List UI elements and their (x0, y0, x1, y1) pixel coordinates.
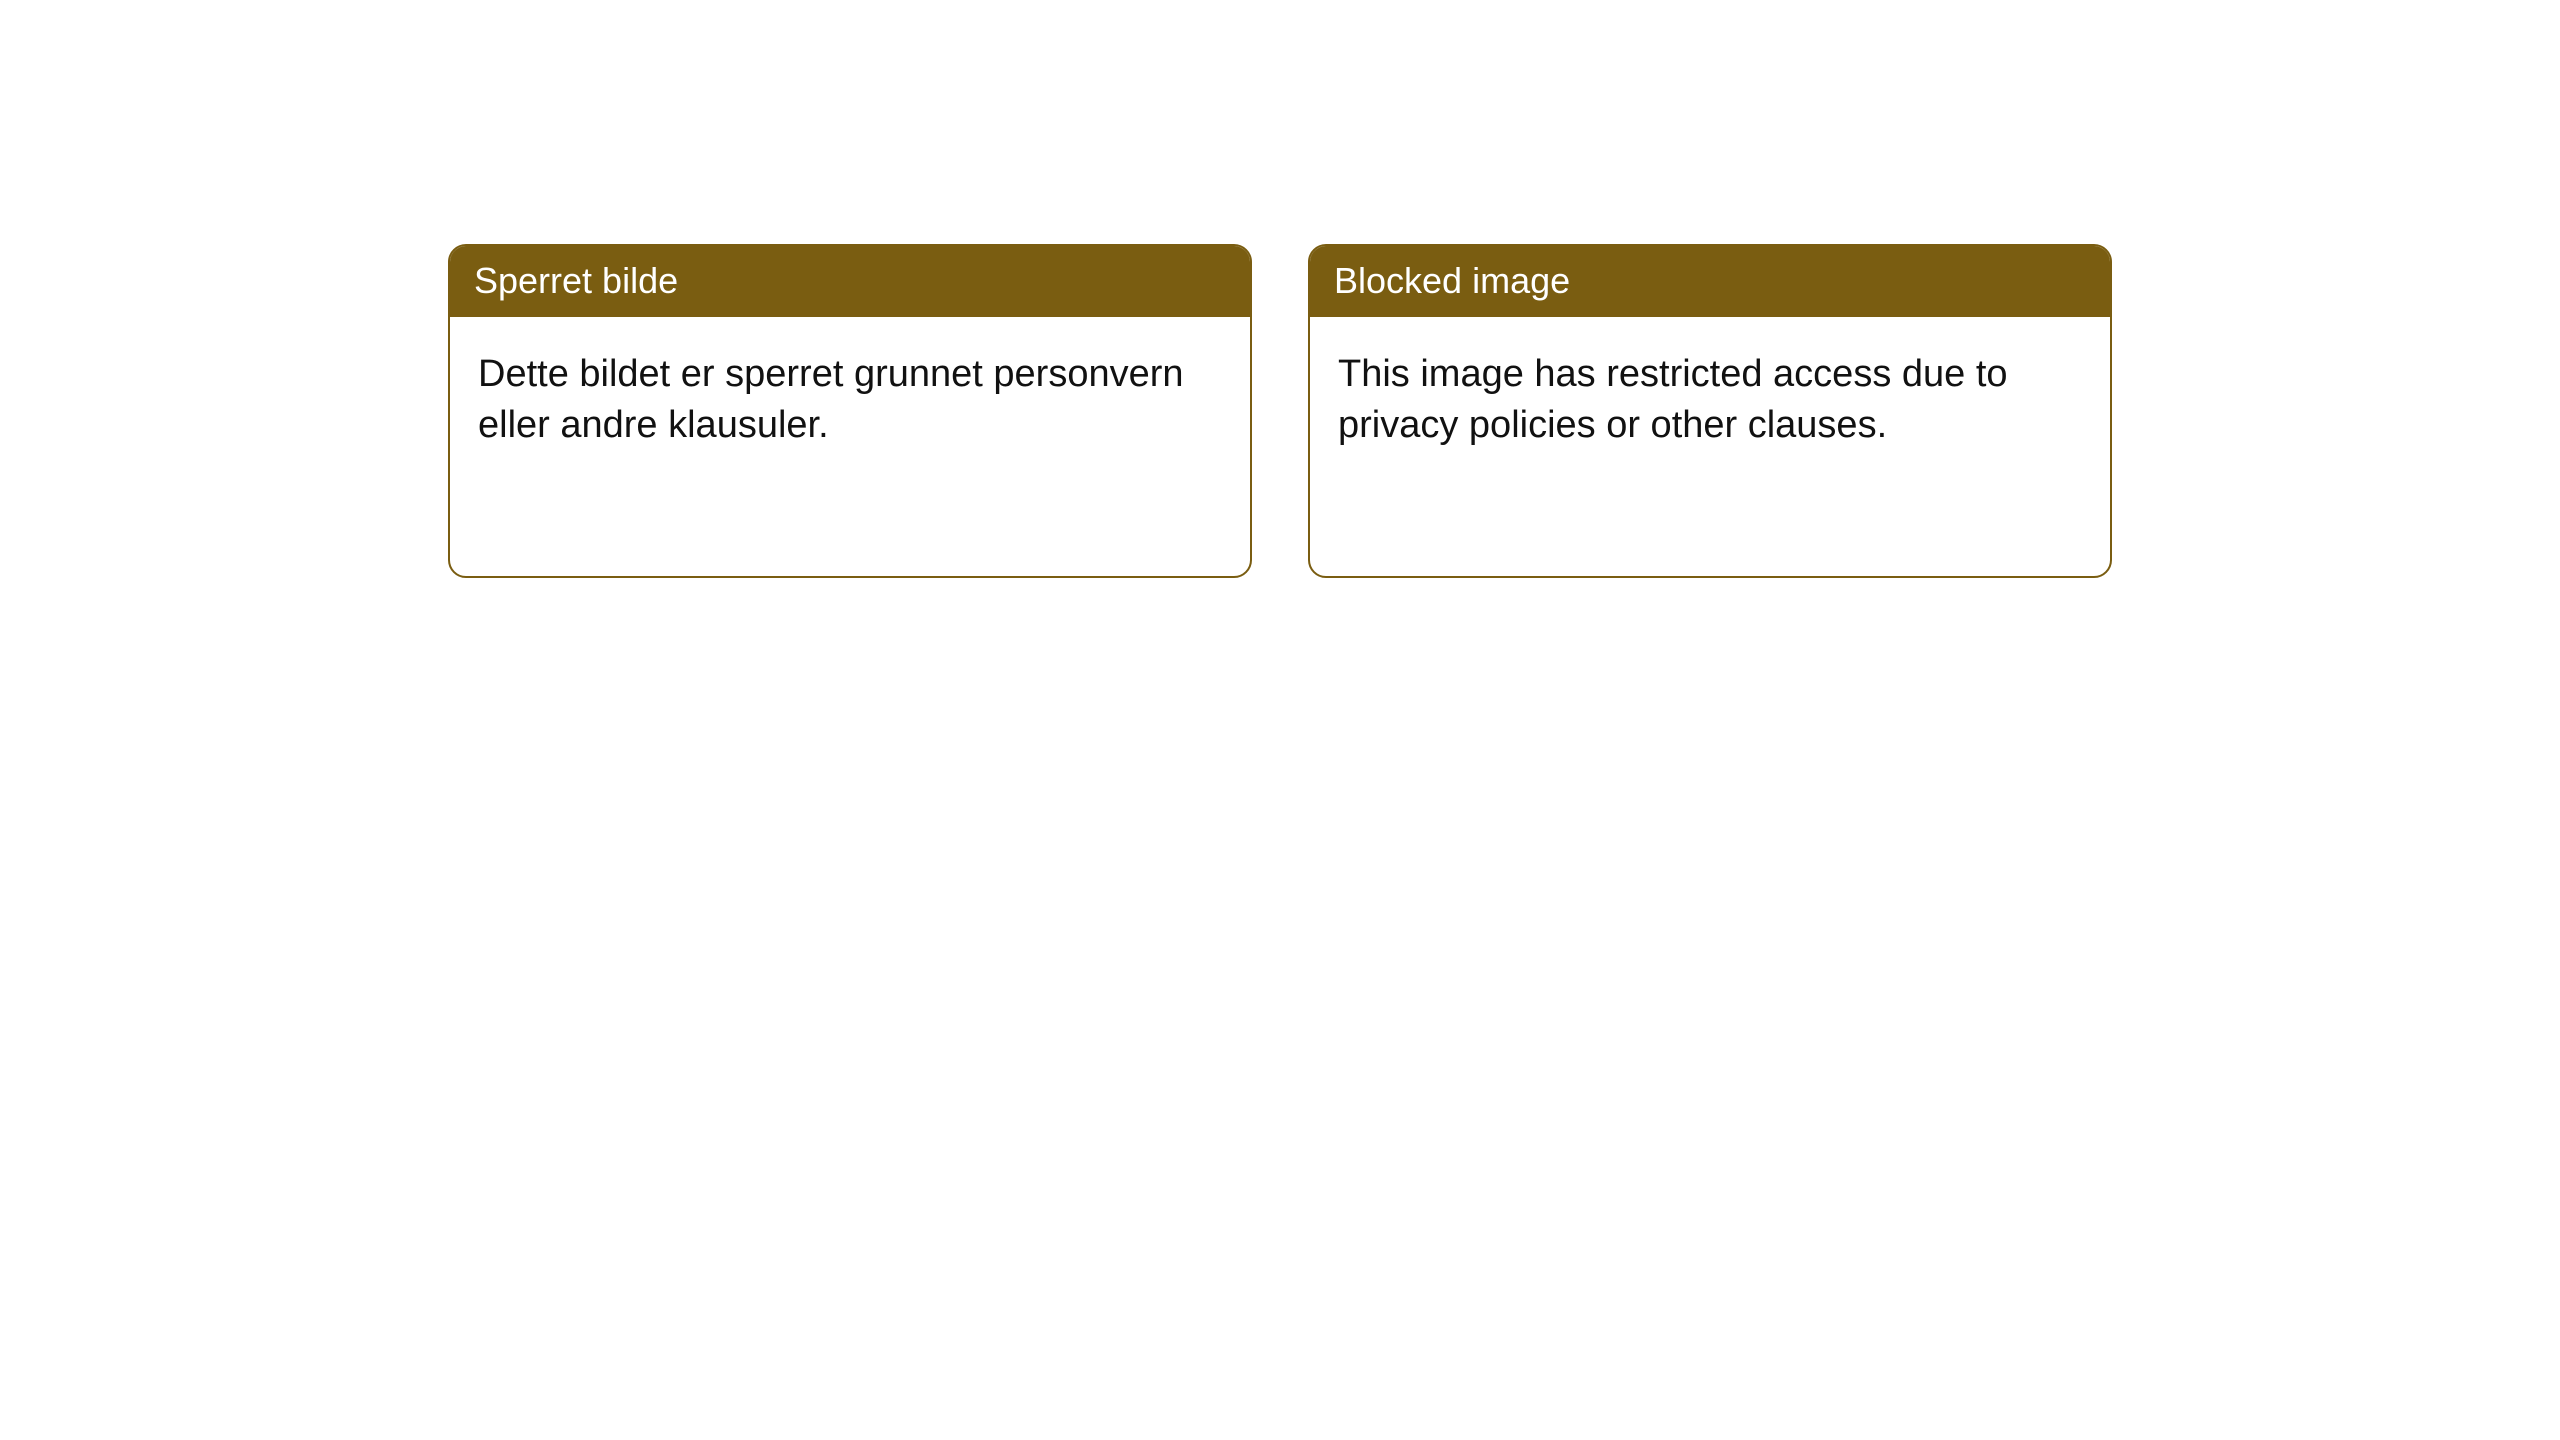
card-title: Blocked image (1334, 260, 1570, 301)
notice-card-english: Blocked image This image has restricted … (1308, 244, 2112, 578)
notice-card-norwegian: Sperret bilde Dette bildet er sperret gr… (448, 244, 1252, 578)
notice-container: Sperret bilde Dette bildet er sperret gr… (448, 244, 2112, 578)
card-header: Blocked image (1310, 246, 2110, 317)
card-message: Dette bildet er sperret grunnet personve… (478, 353, 1184, 446)
card-header: Sperret bilde (450, 246, 1250, 317)
card-body: This image has restricted access due to … (1310, 317, 2110, 484)
card-message: This image has restricted access due to … (1338, 353, 2008, 446)
card-body: Dette bildet er sperret grunnet personve… (450, 317, 1250, 484)
card-title: Sperret bilde (474, 260, 678, 301)
